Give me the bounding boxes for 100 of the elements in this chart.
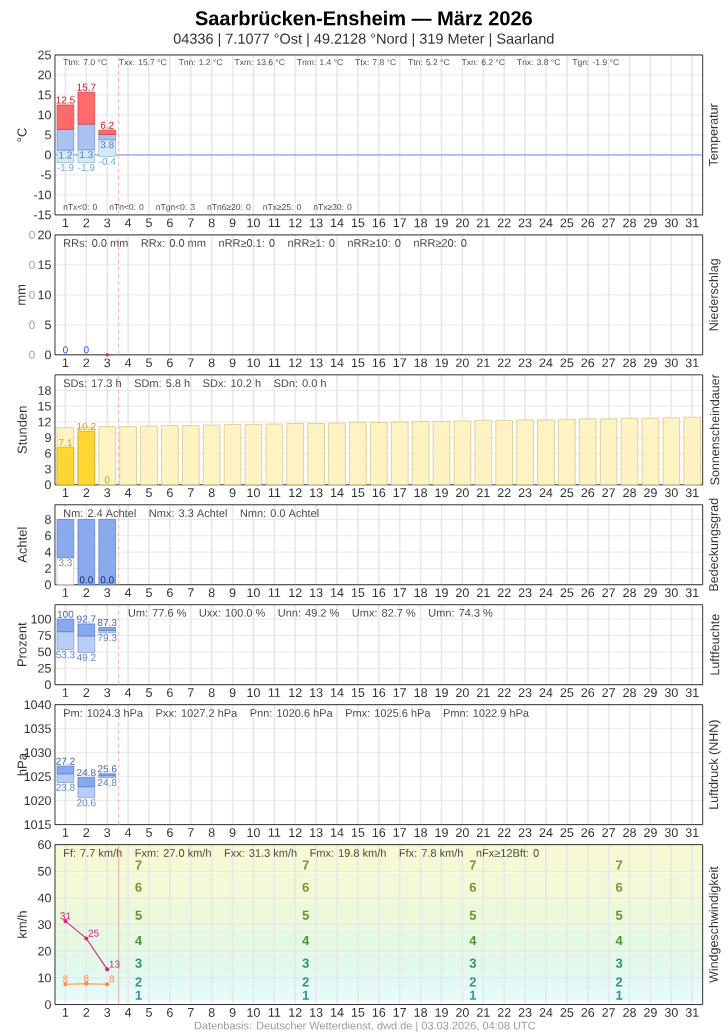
annotation: 27.2: [56, 757, 75, 765]
y-tick-label: 1020: [24, 796, 52, 806]
x-tick-label: 17: [393, 358, 407, 367]
x-tick-label: 18: [414, 1008, 428, 1017]
x-tick-label: 24: [539, 358, 553, 368]
x-tick-label: 22: [498, 488, 511, 498]
y2-axis-title: Bedeckungsgrad: [709, 498, 721, 591]
text: 1: [470, 990, 477, 1000]
x-tick-label: 23: [518, 488, 532, 498]
y-tick-label: 20: [38, 946, 52, 956]
x-tick-label: 6: [167, 488, 173, 498]
x-tick-label: 16: [373, 828, 386, 838]
band-label: 1: [135, 990, 142, 1000]
x-tick-label: 28: [623, 588, 637, 598]
x-tick-label: 14: [331, 358, 344, 367]
x-tick-label: 30: [665, 688, 678, 698]
x-tick-label: 9: [229, 688, 236, 698]
text: 1: [616, 990, 623, 1000]
x-tick-label: 19: [435, 218, 449, 228]
x-tick-label: 16: [373, 1008, 386, 1017]
x-tick-label: 6: [167, 828, 173, 838]
x-tick-label: 9: [229, 358, 236, 368]
x-tick-label: 16: [373, 588, 386, 598]
text: 6: [616, 882, 623, 892]
annotation: Pmx: 1025.6 hPa: [346, 708, 431, 717]
x-tick-label: 20: [456, 1008, 470, 1017]
x-tick-label: 15: [352, 358, 365, 368]
x-tick-label: 13: [310, 1008, 323, 1017]
y-tick-label: 25: [38, 663, 52, 673]
y-tick-label: 50: [38, 647, 52, 657]
y-tick-label: 20: [38, 230, 52, 240]
annotation: 15.7: [77, 83, 96, 91]
annotation: Pxx: 1027.2 hPa: [156, 708, 238, 717]
annotation: 24.8: [98, 779, 117, 787]
x-tick-label: 12: [289, 218, 302, 228]
annotation: Pm: 1024.3 hPa: [64, 708, 144, 717]
x-tick-label: 15: [352, 1008, 365, 1017]
y2-axis-title: Windgeschwindigkeit: [709, 866, 721, 983]
x-tick-label: 25: [560, 588, 574, 598]
x-tick-label: 10: [247, 1008, 261, 1017]
x-tick-label: 25: [560, 358, 574, 368]
x-tick-label: 27: [602, 828, 616, 837]
x-tick-label: 26: [581, 828, 595, 838]
x-tick-label: 12: [289, 488, 302, 498]
x-tick-label: 8: [208, 828, 215, 838]
annotation: 87.3: [98, 619, 117, 627]
annotation: nRR≥1: 0: [288, 239, 335, 247]
y2-axis-title: Luftdruck (NHN): [709, 720, 721, 809]
x-tick-label: 11: [269, 588, 281, 597]
x-tick-label: 20: [456, 218, 470, 228]
x-tick-label: 6: [167, 358, 173, 368]
x-tick-label: 31: [685, 488, 699, 498]
x-tick-label: 28: [623, 488, 637, 498]
x-tick-label: 12: [289, 688, 302, 697]
x-tick-label: 21: [477, 358, 490, 368]
x-tick-label: 11: [269, 1008, 281, 1017]
x-tick-label: 9: [229, 588, 236, 598]
data-label: 13: [109, 960, 120, 968]
x-tick-label: 24: [539, 1008, 553, 1017]
x-tick-label: 14: [331, 488, 344, 497]
x-tick-label: 5: [146, 358, 153, 368]
y-tick-label: 8: [45, 515, 52, 524]
x-tick-label: 10: [247, 588, 261, 598]
x-tick-label: 25: [560, 688, 574, 698]
y-tick-label: 0: [45, 350, 52, 360]
x-tick-label: 1: [63, 1008, 69, 1017]
annotation: nTx≥25: 0: [263, 204, 302, 211]
x-tick-label: 10: [247, 688, 261, 698]
x-tick-label: 22: [498, 588, 511, 597]
x-tick-label: 3: [104, 488, 111, 498]
x-tick-label: 1: [63, 218, 69, 228]
x-tick-label: 21: [477, 488, 490, 498]
x-tick-label: 4: [125, 688, 132, 697]
data-label: 25: [88, 929, 99, 937]
y-tick-label: 0: [45, 680, 52, 690]
y-tick-label: 15: [38, 260, 52, 270]
y-tick-label: 25: [38, 50, 52, 60]
y-tick-label: -15: [34, 210, 52, 220]
x-tick-label: 12: [289, 1008, 302, 1017]
annotation: Nm: 2.4 Achtel: [64, 508, 136, 518]
text: 6: [469, 882, 477, 892]
data-label: 31: [60, 912, 71, 920]
y-axis-title: km/h: [17, 911, 27, 938]
x-tick-label: 1: [63, 488, 69, 497]
y-axis-title: mm: [18, 284, 26, 305]
chart-title: Saarbrücken-Ensheim — März 2026: [195, 10, 533, 26]
x-tick-label: 29: [644, 358, 657, 368]
x-tick-label: 11: [269, 358, 281, 367]
x-tick-label: 17: [393, 1008, 407, 1017]
x-tick-label: 16: [373, 218, 386, 228]
annotation: 12.5: [56, 96, 75, 104]
annotation: Pnn: 1020.6 hPa: [250, 708, 333, 717]
x-tick-label: 27: [602, 218, 616, 228]
x-tick-label: 19: [435, 358, 449, 368]
y-tick-label: 0: [45, 150, 52, 160]
x-tick-label: 17: [393, 828, 407, 837]
x-tick-label: 8: [208, 218, 215, 228]
x-tick-label: 20: [456, 358, 470, 368]
x-tick-label: 5: [146, 488, 153, 498]
x-tick-label: 3: [104, 218, 111, 228]
